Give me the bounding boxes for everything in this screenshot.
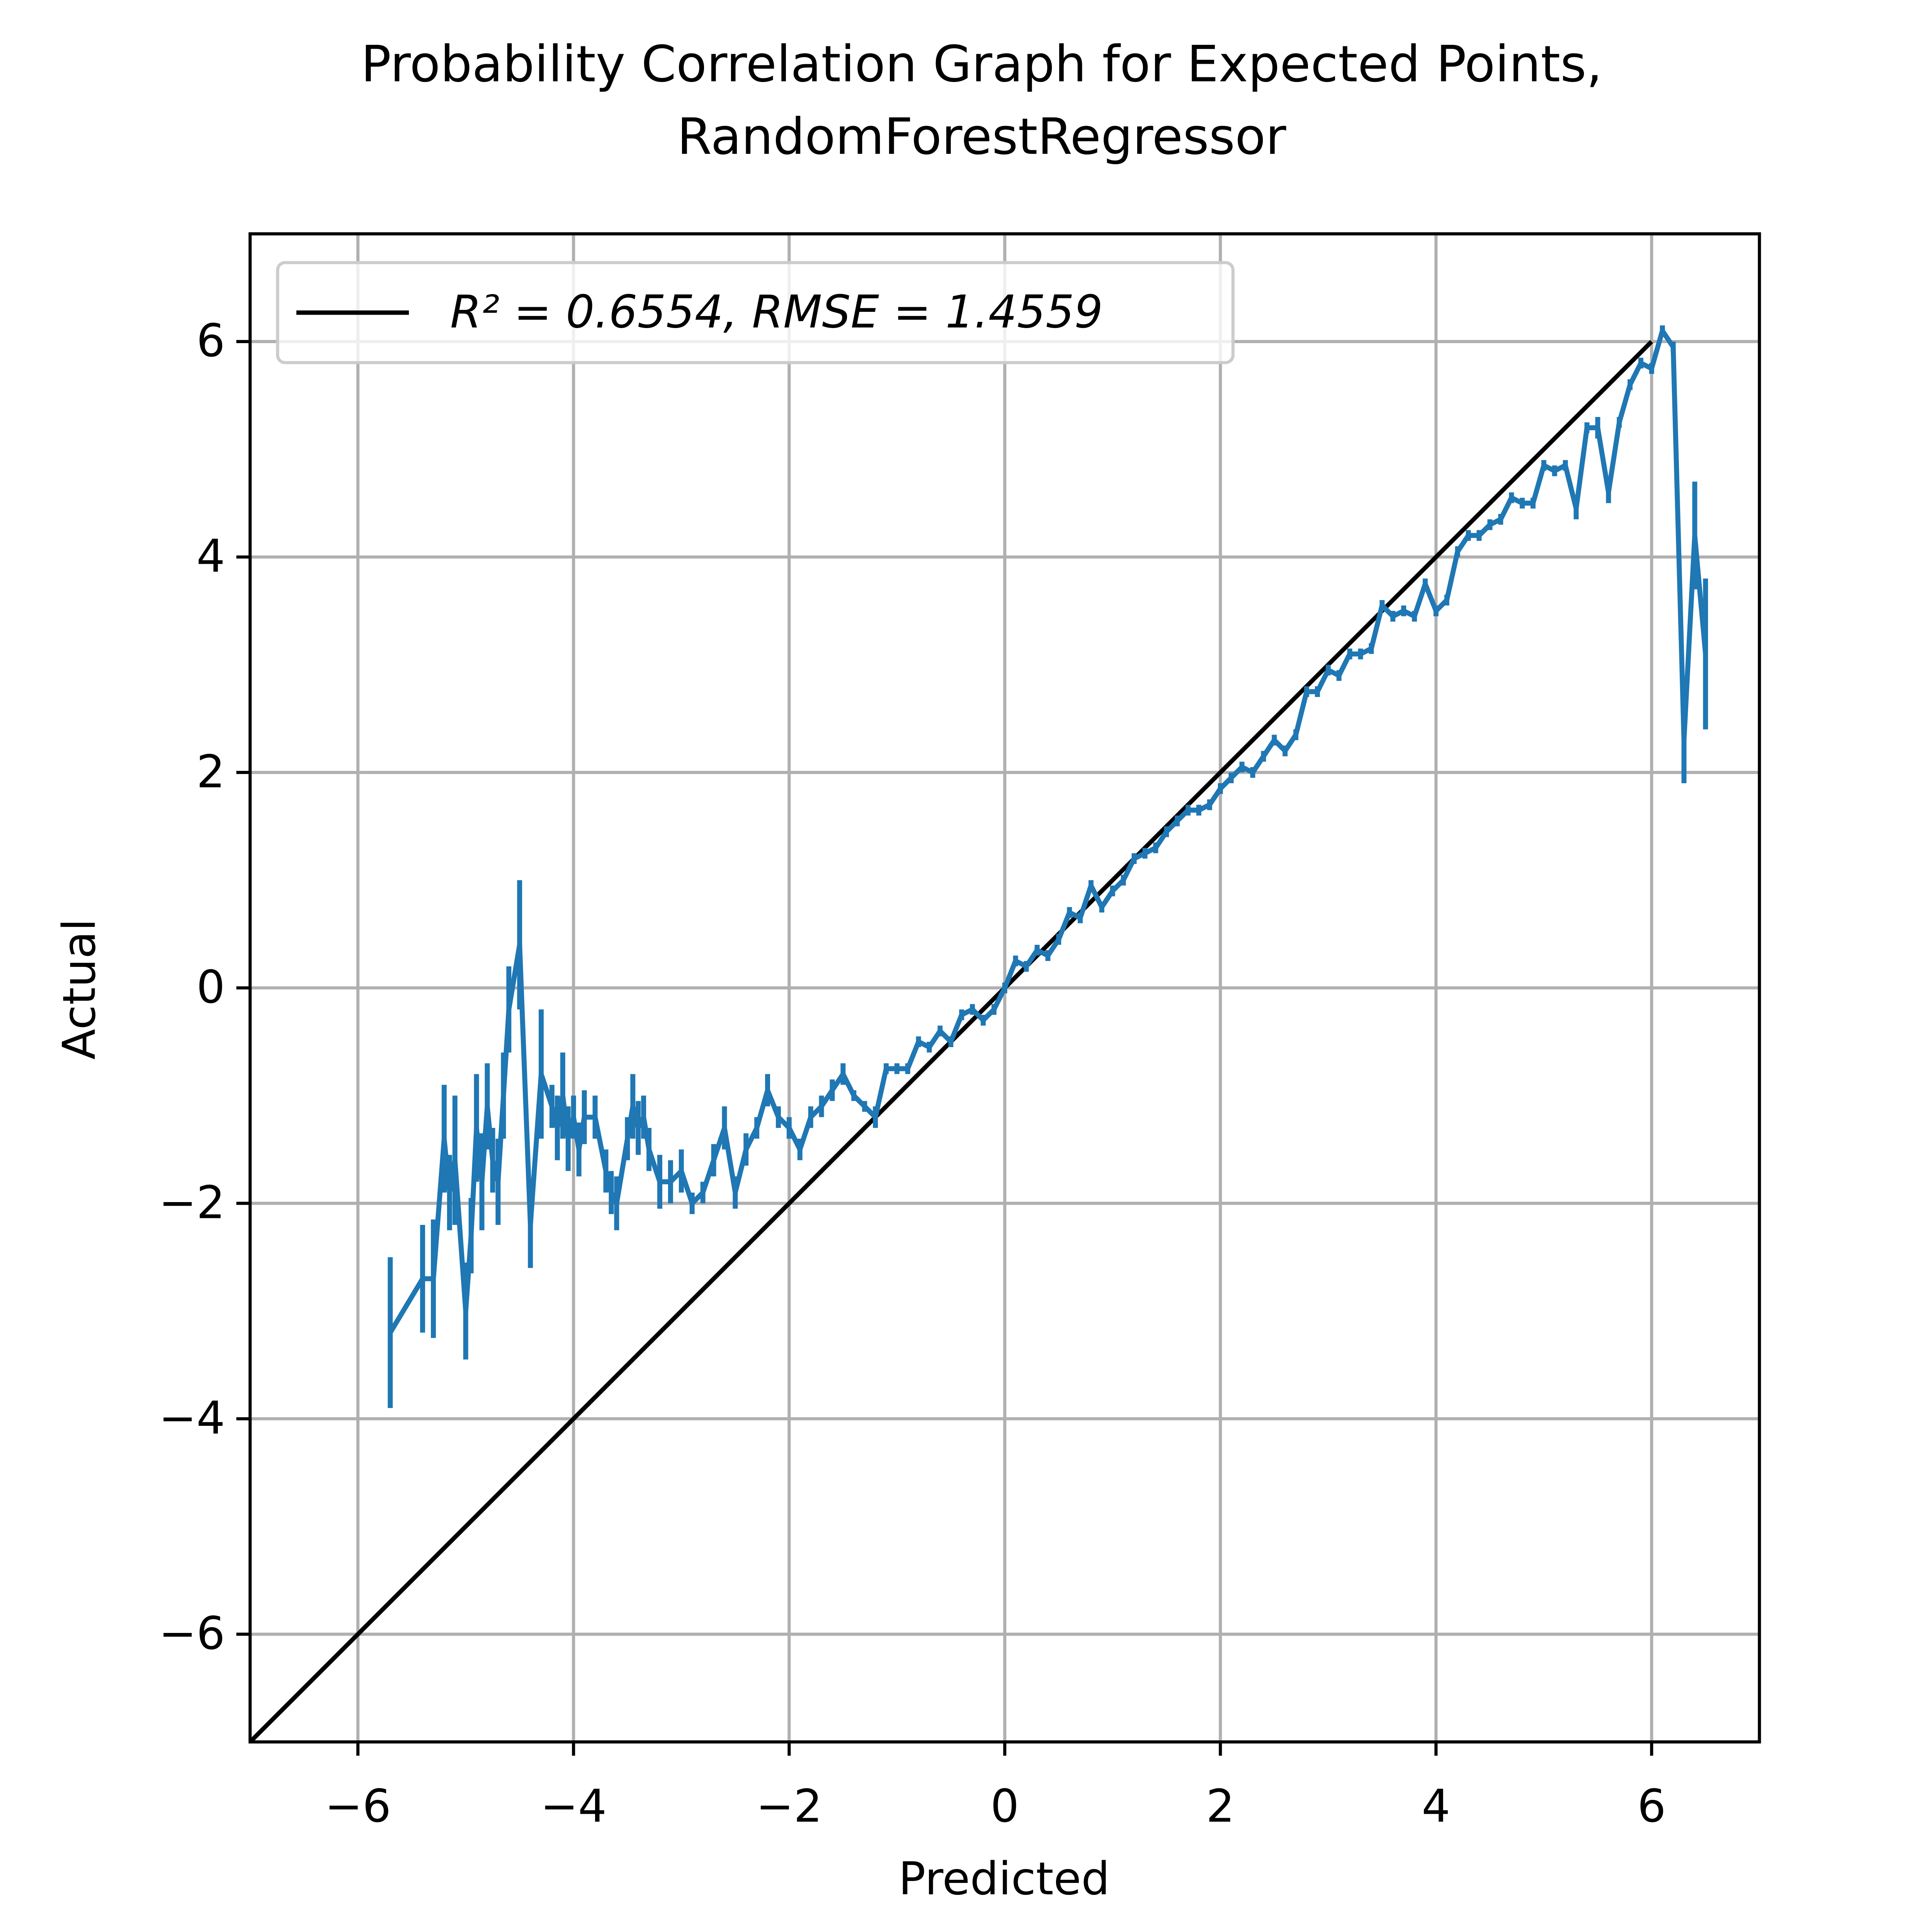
- legend-box: [276, 261, 1235, 364]
- legend-label: R² = 0.6554, RMSE = 1.4559: [450, 286, 1103, 338]
- x-tick-label: −6: [325, 1781, 391, 1833]
- x-tick-label: −2: [756, 1781, 822, 1833]
- chart-title: RandomForestRegressor: [677, 107, 1286, 166]
- y-tick-label: −2: [159, 1177, 225, 1229]
- y-tick-label: −6: [159, 1608, 225, 1660]
- x-tick-label: 6: [1637, 1781, 1666, 1833]
- x-axis-label: Predicted: [898, 1853, 1110, 1905]
- chart-title: Probability Correlation Graph for Expect…: [361, 35, 1602, 93]
- x-tick-label: −4: [540, 1781, 607, 1833]
- y-tick-label: 0: [196, 961, 225, 1014]
- y-tick-label: 2: [196, 746, 225, 798]
- legend: R² = 0.6554, RMSE = 1.4559: [276, 261, 1235, 364]
- x-tick-label: 0: [990, 1781, 1019, 1833]
- x-tick-label: 4: [1422, 1781, 1450, 1833]
- y-axis-label: Actual: [53, 918, 105, 1060]
- y-tick-label: 6: [196, 315, 225, 367]
- y-tick-label: −4: [159, 1392, 225, 1444]
- data-line: [388, 328, 1708, 1334]
- y-tick-label: 4: [196, 531, 225, 583]
- plot-area: [250, 325, 1708, 1742]
- x-tick-label: 2: [1206, 1781, 1235, 1833]
- plot-frame: [248, 232, 1761, 1744]
